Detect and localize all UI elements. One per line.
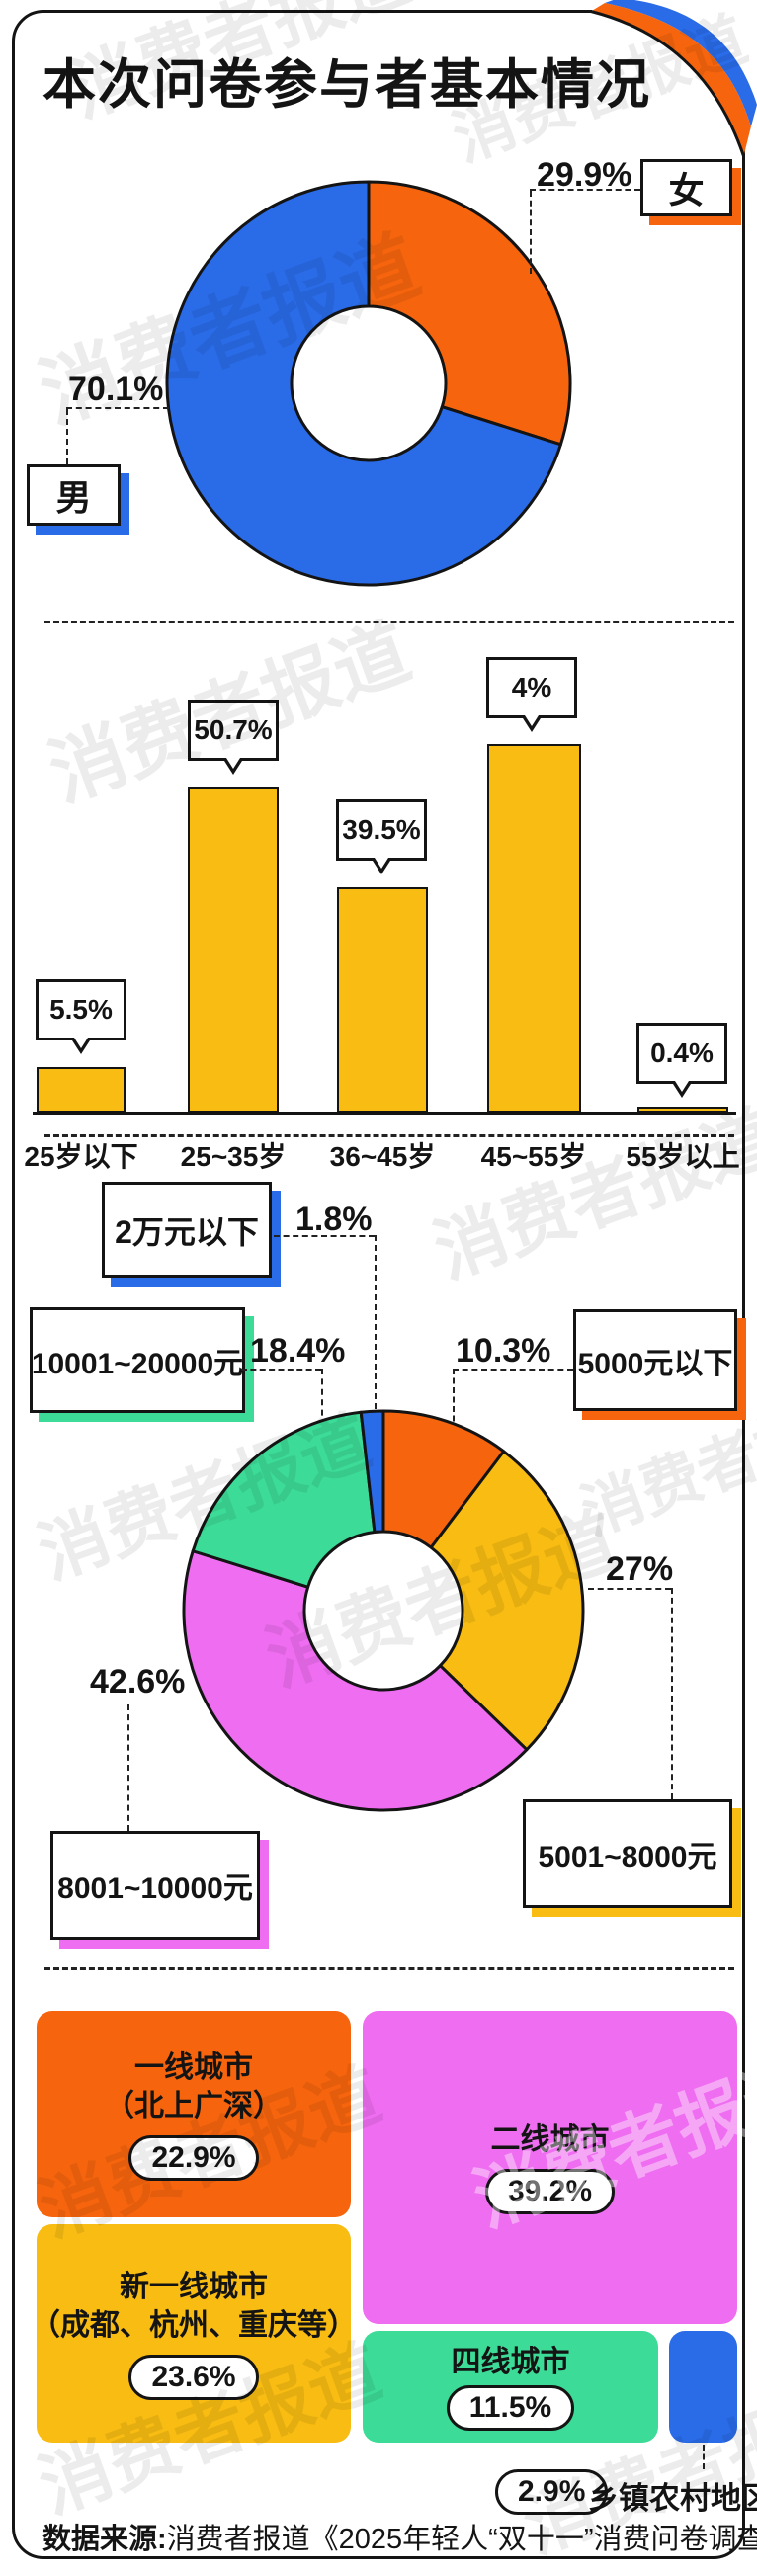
age-callout-36-45: 39.5% [336, 799, 427, 861]
income-pct-5001-8000: 27% [606, 1550, 674, 1588]
age-callout-25-35: 50.7% [188, 700, 279, 761]
male-label-box: 男 [27, 464, 121, 526]
treemap-tier2-block: 二线城市 39.2% [363, 2011, 737, 2324]
tier2-label: 二线城市 [490, 2123, 610, 2156]
age-cat-over55: 55岁以上 [626, 1141, 740, 1172]
age-bar-36-45 [337, 887, 428, 1113]
leader-under5000-h [453, 1369, 573, 1371]
female-label-box: 女 [640, 159, 732, 216]
male-leader-v [66, 409, 68, 464]
gender-donut-chart [165, 180, 572, 587]
age-axis-line [33, 1112, 736, 1115]
male-percent-label: 70.1% [68, 371, 164, 408]
leader-under20k-h [274, 1235, 375, 1237]
new-tier1-label: 新一线城市 （成都、杭州、重庆等） [31, 2270, 357, 2342]
male-leader-h [66, 407, 169, 409]
rural-label: 乡镇农村地区 [588, 2481, 757, 2516]
female-percent-label: 29.9% [537, 156, 632, 194]
age-callout-under25: 5.5% [36, 979, 126, 1040]
age-cat-36-45: 36~45岁 [329, 1141, 436, 1172]
leader-10001-20000-h [241, 1369, 321, 1371]
income-box-10001-20000: 10001~20000元 [30, 1307, 245, 1413]
age-callout-over55: 0.4% [636, 1023, 727, 1084]
treemap-tier4-block: 四线城市 11.5% [363, 2331, 658, 2443]
age-callout-45-55: 4% [486, 657, 577, 718]
female-leader-v [530, 191, 532, 274]
age-cat-25-35: 25~35岁 [180, 1141, 287, 1172]
female-label: 女 [668, 170, 705, 210]
ribbon-blue-band [605, 0, 757, 126]
leader-10001-20000-v [321, 1369, 323, 1426]
income-box-5001-8000: 5001~8000元 [523, 1799, 732, 1908]
tier2-pill: 39.2% [484, 2169, 616, 2214]
leader-8001-10000-v [127, 1704, 129, 1831]
section-divider-3 [44, 1967, 734, 1970]
rural-pill: 2.9% [495, 2469, 609, 2515]
age-bar-under25 [37, 1067, 126, 1113]
rural-leader-v [703, 2445, 705, 2469]
new-tier1-pill: 23.6% [128, 2354, 259, 2400]
income-pct-10001-20000: 18.4% [250, 1332, 346, 1370]
tier4-label: 四线城市 [451, 2346, 570, 2378]
treemap-new-tier1-block: 新一线城市 （成都、杭州、重庆等） 23.6% [31, 2224, 357, 2443]
treemap-tier1-block: 一线城市 （北上广深） 22.9% [37, 2011, 351, 2217]
ribbon-orange-band [591, 3, 751, 156]
infographic-card: 本次问卷参与者基本情况 29.9% 女 70.1% 男 5.5% 50.7% 3… [12, 10, 757, 2559]
income-pct-8001-10000: 42.6% [90, 1663, 186, 1701]
age-bar-25-35 [188, 787, 279, 1113]
tier1-label: 一线城市 （北上广深） [105, 2050, 283, 2122]
income-donut-chart [182, 1409, 585, 1812]
female-leader-h [530, 189, 640, 191]
section-divider-2 [44, 1134, 734, 1137]
tier1-pill: 22.9% [128, 2134, 259, 2181]
male-label: 男 [55, 477, 92, 518]
page-title: 本次问卷参与者基本情况 [42, 55, 651, 115]
tier4-pill: 11.5% [446, 2385, 575, 2431]
age-cat-45-55: 45~55岁 [480, 1141, 587, 1172]
income-box-under5000: 5000元以下 [573, 1309, 737, 1411]
treemap-rural-block [669, 2331, 737, 2443]
income-box-under20k: 2万元以下 [102, 1182, 272, 1278]
corner-ribbon [540, 0, 757, 198]
section-divider-1 [44, 621, 734, 623]
age-bar-45-55 [487, 744, 581, 1113]
age-cat-under25: 25岁以下 [24, 1141, 138, 1172]
leader-5001-8000-v [671, 1588, 673, 1799]
leader-5001-8000-h [588, 1588, 671, 1590]
data-source: 数据来源:消费者报道《2025年轻人“双十一”消费问卷调查》 [42, 2516, 757, 2557]
income-box-8001-10000: 8001~10000元 [50, 1831, 260, 1940]
data-source-text: 消费者报道《2025年轻人“双十一”消费问卷调查》 [166, 2524, 757, 2555]
leader-under5000-v [453, 1369, 455, 1431]
ribbon-cut-border [590, 10, 745, 157]
income-pct-under20k: 1.8% [295, 1201, 373, 1238]
data-source-label: 数据来源: [42, 2524, 167, 2555]
leader-under20k-v [375, 1235, 377, 1419]
income-pct-under5000: 10.3% [456, 1332, 551, 1370]
